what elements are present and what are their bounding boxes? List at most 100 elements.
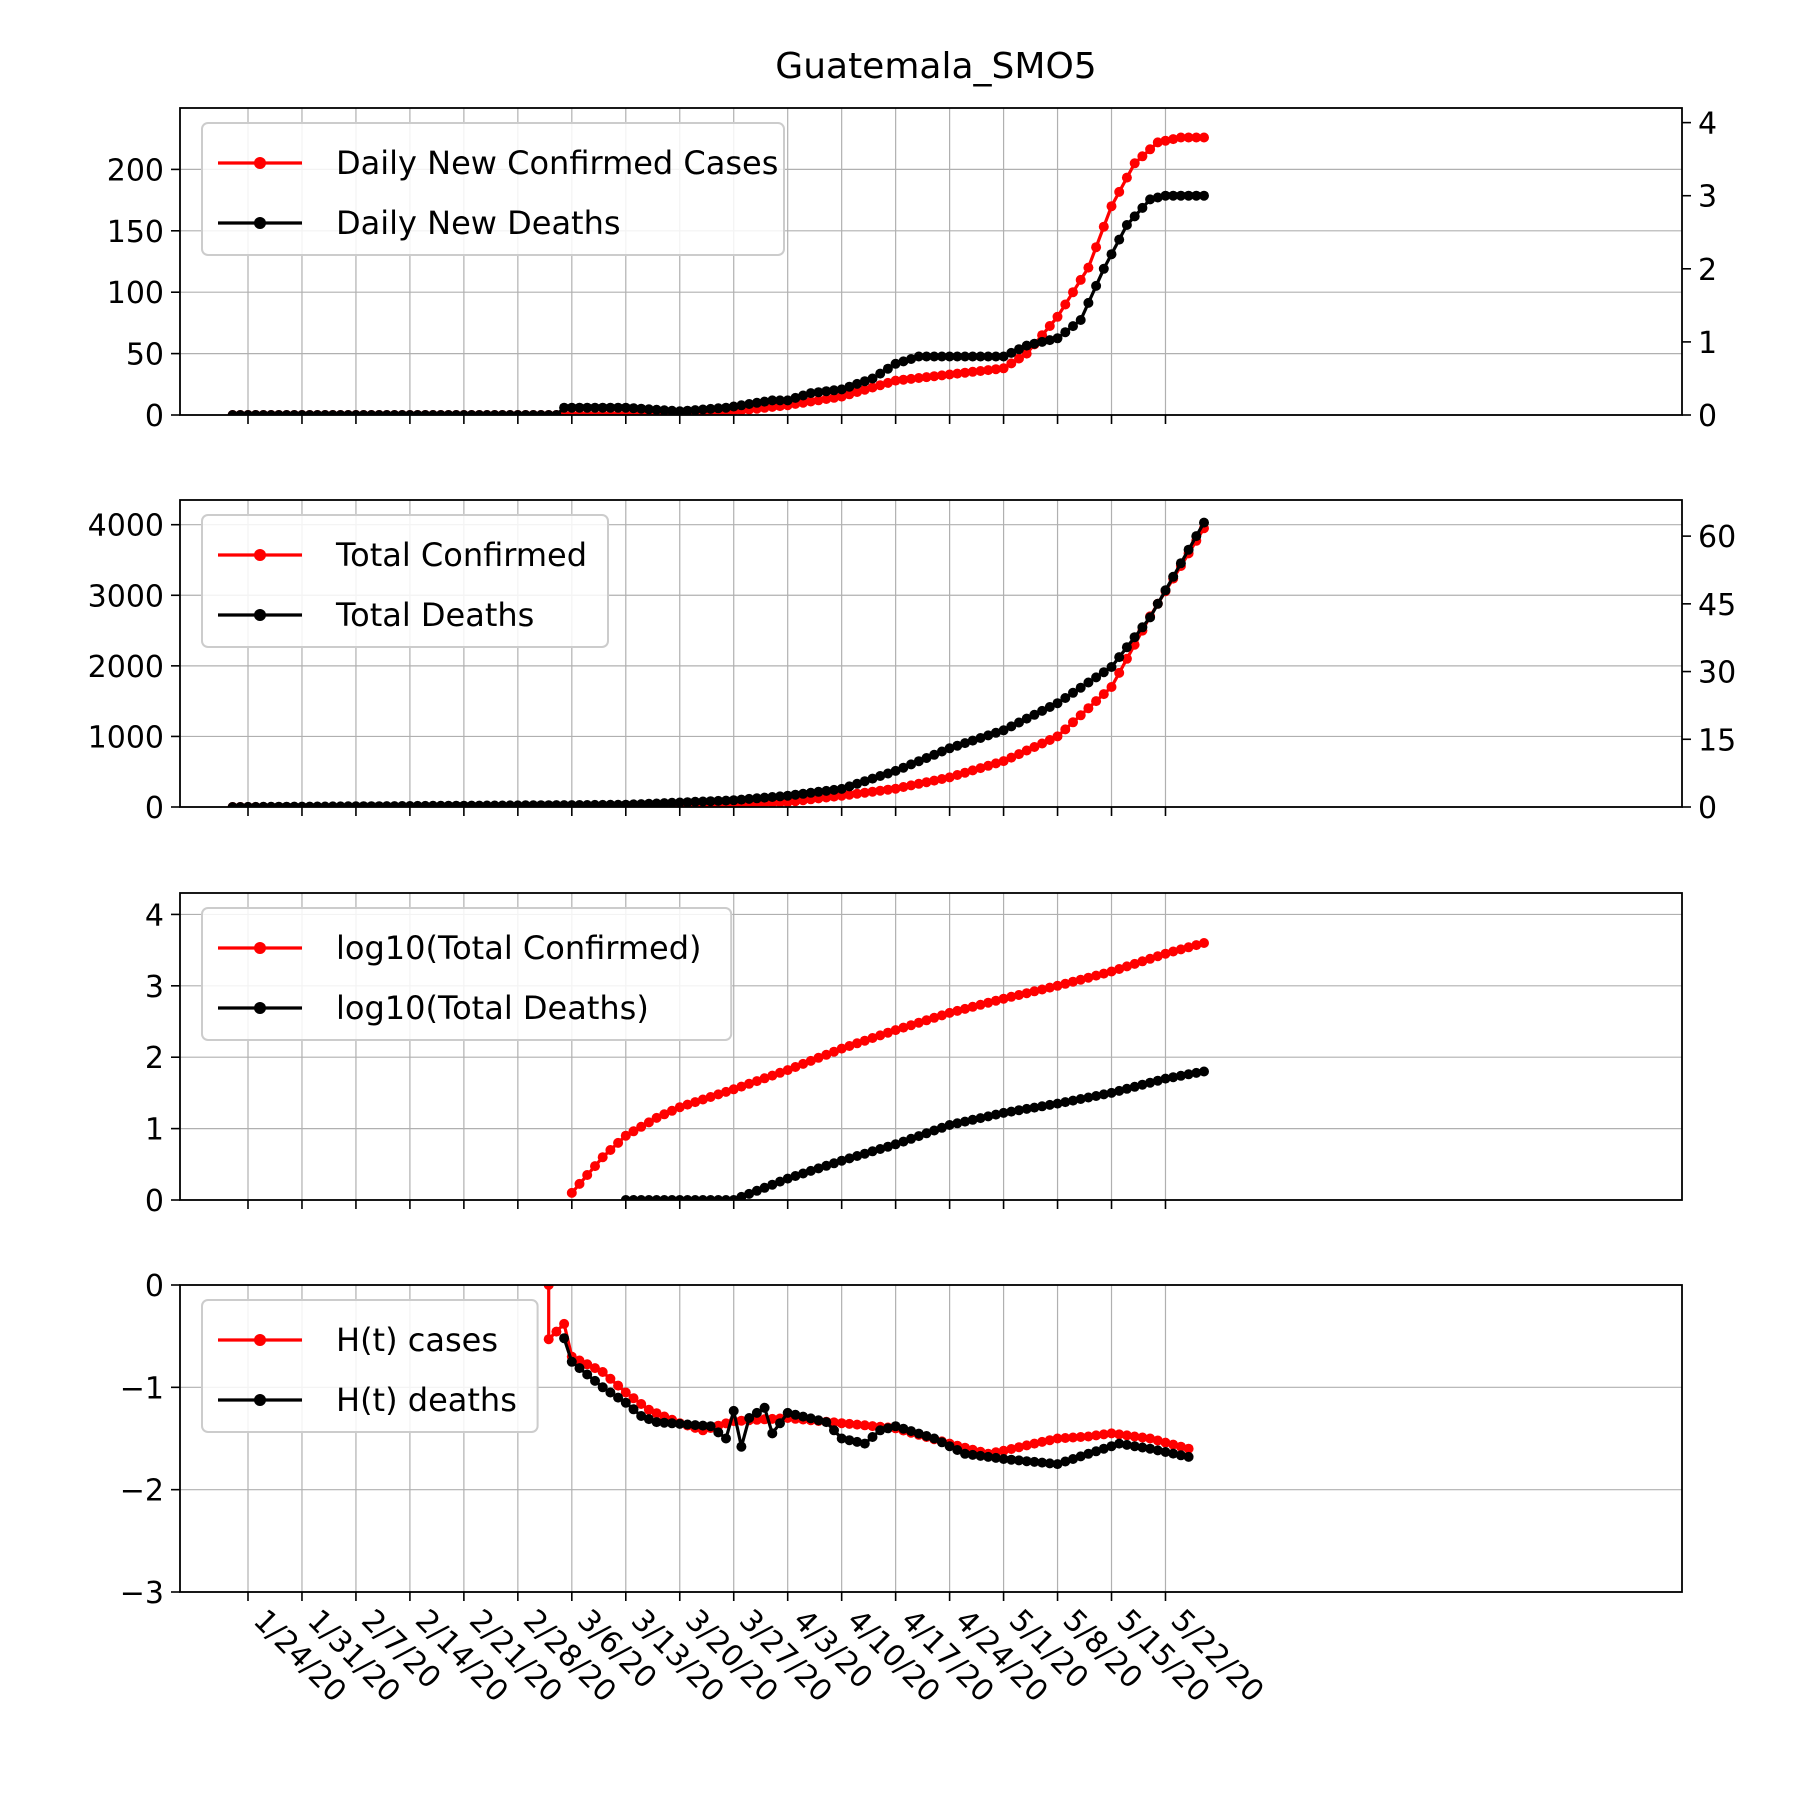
series-point <box>1183 1451 1194 1462</box>
series-point <box>597 402 608 413</box>
series-point <box>682 1099 693 1110</box>
series-point <box>952 1445 963 1455</box>
series-point <box>582 402 593 413</box>
series-point <box>744 1078 755 1089</box>
series-point <box>852 788 863 799</box>
plot-frame <box>179 1284 1683 1593</box>
series-point <box>574 1355 585 1366</box>
series-point <box>1098 221 1109 232</box>
series-point <box>944 1120 955 1130</box>
series-point <box>844 1041 855 1051</box>
series-point <box>435 800 446 807</box>
series-point <box>952 1118 963 1129</box>
series-point <box>1052 311 1063 322</box>
series-point <box>1060 327 1071 338</box>
series-point <box>389 410 400 415</box>
series-point <box>659 1417 670 1428</box>
series-point <box>281 410 292 415</box>
series-point <box>929 1433 940 1444</box>
series-point <box>420 800 431 807</box>
series-point <box>798 390 809 401</box>
series-point <box>1129 958 1140 969</box>
series-point <box>975 763 986 774</box>
series-point <box>543 1334 554 1345</box>
series-point <box>829 1425 839 1436</box>
y-tick-label: 2 <box>145 1041 164 1076</box>
series-point <box>582 800 593 807</box>
series-point <box>944 351 955 362</box>
series-point <box>374 801 385 807</box>
series-point <box>744 399 755 409</box>
series-point <box>913 1428 924 1439</box>
series-point <box>590 402 600 413</box>
series-point <box>775 395 785 406</box>
series-point <box>1083 262 1094 273</box>
series-point <box>728 795 739 806</box>
series-point <box>643 1404 654 1415</box>
series-point <box>674 797 685 807</box>
series-point <box>505 410 516 415</box>
series-point <box>690 405 701 415</box>
series-point <box>1044 702 1055 712</box>
series-point <box>1145 144 1156 155</box>
series-point <box>952 351 963 362</box>
series-point <box>1145 1433 1156 1444</box>
series-point <box>1083 703 1094 714</box>
series-point <box>744 1188 755 1199</box>
series-point <box>643 1117 654 1128</box>
y-tick-label: 100 <box>107 276 164 311</box>
series-point <box>613 799 624 807</box>
series-point <box>867 786 878 797</box>
series-point <box>651 404 662 415</box>
series-point <box>836 384 847 395</box>
series-point <box>1091 242 1102 253</box>
series-point <box>227 410 238 415</box>
series-point <box>512 410 523 415</box>
series-point <box>1098 968 1109 979</box>
series-point <box>790 789 801 800</box>
series-point <box>713 1427 724 1438</box>
series-point <box>1152 1435 1163 1446</box>
series-point <box>1114 1085 1125 1096</box>
series-point <box>1199 517 1209 528</box>
series-point <box>659 1195 670 1200</box>
series-point <box>651 1408 662 1419</box>
series-point <box>258 410 269 415</box>
series-point <box>1037 1457 1048 1468</box>
series-point <box>667 1418 677 1429</box>
series-point <box>736 1415 747 1426</box>
series-point <box>1168 571 1179 582</box>
series-point <box>1037 705 1048 716</box>
legend-label: H(t) cases <box>336 1321 498 1359</box>
series-point <box>790 392 801 403</box>
series-point <box>404 801 415 807</box>
y-tick-label: −2 <box>120 1474 164 1509</box>
series-point <box>721 795 731 806</box>
series-point <box>1168 1072 1179 1083</box>
series-point <box>1068 1454 1078 1464</box>
series-point <box>1029 709 1040 720</box>
series-point <box>759 792 770 803</box>
series-point <box>682 1419 693 1430</box>
series-point <box>906 1133 917 1144</box>
series-point <box>1191 531 1202 542</box>
series-point <box>1175 1441 1186 1452</box>
series-point <box>875 785 886 796</box>
series-point <box>1129 1431 1140 1442</box>
series-point <box>266 410 277 415</box>
series-point <box>782 1173 793 1184</box>
series-point <box>667 405 677 415</box>
series-point <box>890 783 901 794</box>
series-point <box>1083 1092 1094 1103</box>
series-point <box>805 787 816 798</box>
series-point <box>1006 721 1017 732</box>
series-point <box>875 771 886 781</box>
series-point <box>1075 1094 1086 1104</box>
series-point <box>767 1070 778 1081</box>
y2-tick-label: 0 <box>1698 399 1717 434</box>
series-point <box>350 801 361 807</box>
series-point <box>898 762 909 773</box>
series-point <box>890 1025 901 1036</box>
series-point <box>913 1017 924 1028</box>
series-point <box>1068 717 1078 728</box>
